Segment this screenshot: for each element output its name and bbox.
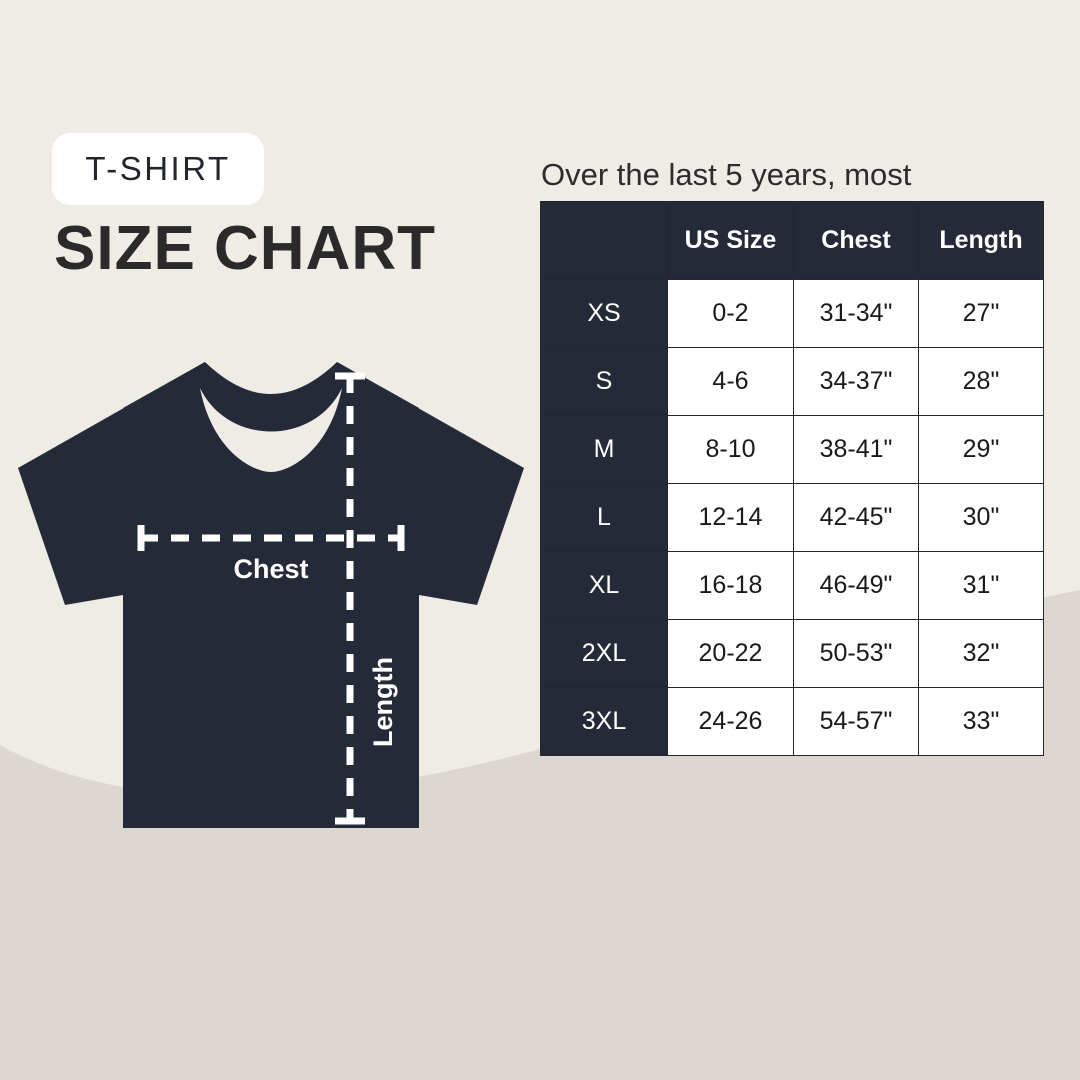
table-row: 2XL 20-22 50-53" 32" xyxy=(540,619,1044,688)
row-size-label: S xyxy=(540,347,668,416)
table-row: L 12-14 42-45" 30" xyxy=(540,483,1044,552)
table-header-row: US Size Chest Length xyxy=(540,201,1044,280)
row-size-label: XS xyxy=(540,279,668,348)
table-row: 3XL 24-26 54-57" 33" xyxy=(540,687,1044,756)
table-body: XS 0-2 31-34" 27" S 4-6 34-37" 28" M 8-10 38-41" 29… xyxy=(540,279,1044,756)
cell-chest: 34-37" xyxy=(793,347,919,416)
shirt-silhouette xyxy=(18,362,524,828)
left-panel: T-SHIRT SIZE CHART xyxy=(0,133,540,870)
cell-length: 31" xyxy=(918,551,1044,620)
size-chart-table: US Size Chest Length XS 0-2 31-34" 27" S 4-6 3… xyxy=(540,201,1044,756)
table-header: US Size Chest Length xyxy=(540,201,1044,280)
cell-us-size: 24-26 xyxy=(667,687,794,756)
cell-chest: 31-34" xyxy=(793,279,919,348)
page-title: SIZE CHART xyxy=(54,214,436,283)
row-size-label: M xyxy=(540,415,668,484)
cell-chest: 38-41" xyxy=(793,415,919,484)
cell-length: 30" xyxy=(918,483,1044,552)
cell-chest: 50-53" xyxy=(793,619,919,688)
column-header-us-size: US Size xyxy=(667,201,794,280)
table-row: XL 16-18 46-49" 31" xyxy=(540,551,1044,620)
cell-us-size: 16-18 xyxy=(667,551,794,620)
cell-us-size: 0-2 xyxy=(667,279,794,348)
cell-length: 33" xyxy=(918,687,1044,756)
row-size-label: 2XL xyxy=(540,619,668,688)
column-header-length: Length xyxy=(918,201,1044,280)
row-size-label: L xyxy=(540,483,668,552)
cell-length: 29" xyxy=(918,415,1044,484)
cell-us-size: 8-10 xyxy=(667,415,794,484)
length-label: Length xyxy=(368,657,398,747)
cell-length: 32" xyxy=(918,619,1044,688)
row-size-label: 3XL xyxy=(540,687,668,756)
column-header-chest: Chest xyxy=(793,201,919,280)
cell-us-size: 12-14 xyxy=(667,483,794,552)
cell-us-size: 20-22 xyxy=(667,619,794,688)
cell-length: 27" xyxy=(918,279,1044,348)
chest-label: Chest xyxy=(233,554,308,584)
row-size-label: XL xyxy=(540,551,668,620)
column-header-size xyxy=(540,201,668,280)
category-badge-label: T-SHIRT xyxy=(85,150,231,187)
table-row: XS 0-2 31-34" 27" xyxy=(540,279,1044,348)
chest-measure-guide xyxy=(137,525,405,551)
category-badge: T-SHIRT xyxy=(52,133,264,205)
cell-length: 28" xyxy=(918,347,1044,416)
cell-chest: 54-57" xyxy=(793,687,919,756)
right-panel: Over the last 5 years, most customers ha… xyxy=(540,0,1080,1080)
t-shirt-illustration: Chest Length xyxy=(0,350,540,870)
table-row: S 4-6 34-37" 28" xyxy=(540,347,1044,416)
cell-us-size: 4-6 xyxy=(667,347,794,416)
cell-chest: 46-49" xyxy=(793,551,919,620)
table-row: M 8-10 38-41" 29" xyxy=(540,415,1044,484)
cell-chest: 42-45" xyxy=(793,483,919,552)
